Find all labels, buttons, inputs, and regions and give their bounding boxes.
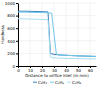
y-axis-label: Hardness	[0, 25, 5, 44]
grid-line-y	[18, 53, 96, 54]
tick-mark	[16, 66, 18, 67]
legend-swatch	[67, 82, 71, 83]
legend-item: C₂H₆	[67, 80, 81, 85]
tick-label: 800	[7, 13, 15, 18]
x-axis: 0 10 20 30 40 50 60	[17, 66, 96, 73]
y-axis: 0 200 400 600 800 1000	[5, 1, 19, 69]
series-line	[18, 19, 96, 59]
legend-swatch	[50, 82, 54, 83]
tick-label: 1000	[5, 1, 16, 6]
tick-label: 600	[7, 26, 15, 31]
grid-line-y	[18, 28, 96, 29]
tick-label: 200	[7, 51, 15, 56]
grid-line-y	[18, 15, 96, 16]
tick: 30	[52, 66, 58, 73]
tick-mark	[16, 28, 18, 29]
tick: 50	[76, 66, 82, 73]
tick: 40	[64, 66, 70, 73]
tick-mark	[16, 41, 18, 42]
tick: 1000	[5, 1, 18, 6]
grid-line-y	[18, 40, 96, 41]
tick-label: 0	[17, 68, 20, 73]
legend-label: C₂H₆	[72, 80, 81, 85]
tick-mark	[16, 3, 18, 4]
x-axis-label: Distance to orifice inlet (in mm)	[25, 73, 89, 78]
tick: 0	[17, 66, 20, 73]
legend-label: C₂H₂	[38, 80, 47, 85]
series-line	[18, 11, 96, 56]
tick: 800	[7, 13, 18, 18]
tick: 200	[7, 51, 18, 56]
legend-item: C₂H₄	[50, 80, 64, 85]
grid	[18, 3, 96, 66]
series-group	[18, 11, 96, 59]
tick-mark	[16, 16, 18, 17]
tick: 60	[88, 66, 94, 73]
plot-area: 010203040506002004006008001000	[5, 1, 97, 73]
tick-mark	[16, 53, 18, 54]
legend-swatch	[33, 82, 37, 83]
chart: 010203040506002004006008001000Distance t…	[0, 0, 100, 86]
tick-label: 0	[12, 64, 15, 69]
legend-item: C₂H₂	[33, 80, 47, 85]
tick: 10	[28, 66, 34, 73]
tick: 600	[7, 26, 18, 31]
tick-label: 400	[7, 39, 15, 44]
tick: 20	[40, 66, 46, 73]
grid-line-y	[18, 3, 96, 4]
grid-line-x	[78, 3, 79, 66]
axis-line	[18, 4, 19, 67]
tick: 0	[12, 64, 18, 69]
grid-line-x	[66, 3, 67, 66]
legend: C₂H₂ C₂H₄ C₂H₆	[33, 80, 81, 85]
tick: 400	[7, 39, 18, 44]
legend-label: C₂H₄	[55, 80, 64, 85]
grid-line-y	[18, 66, 96, 67]
